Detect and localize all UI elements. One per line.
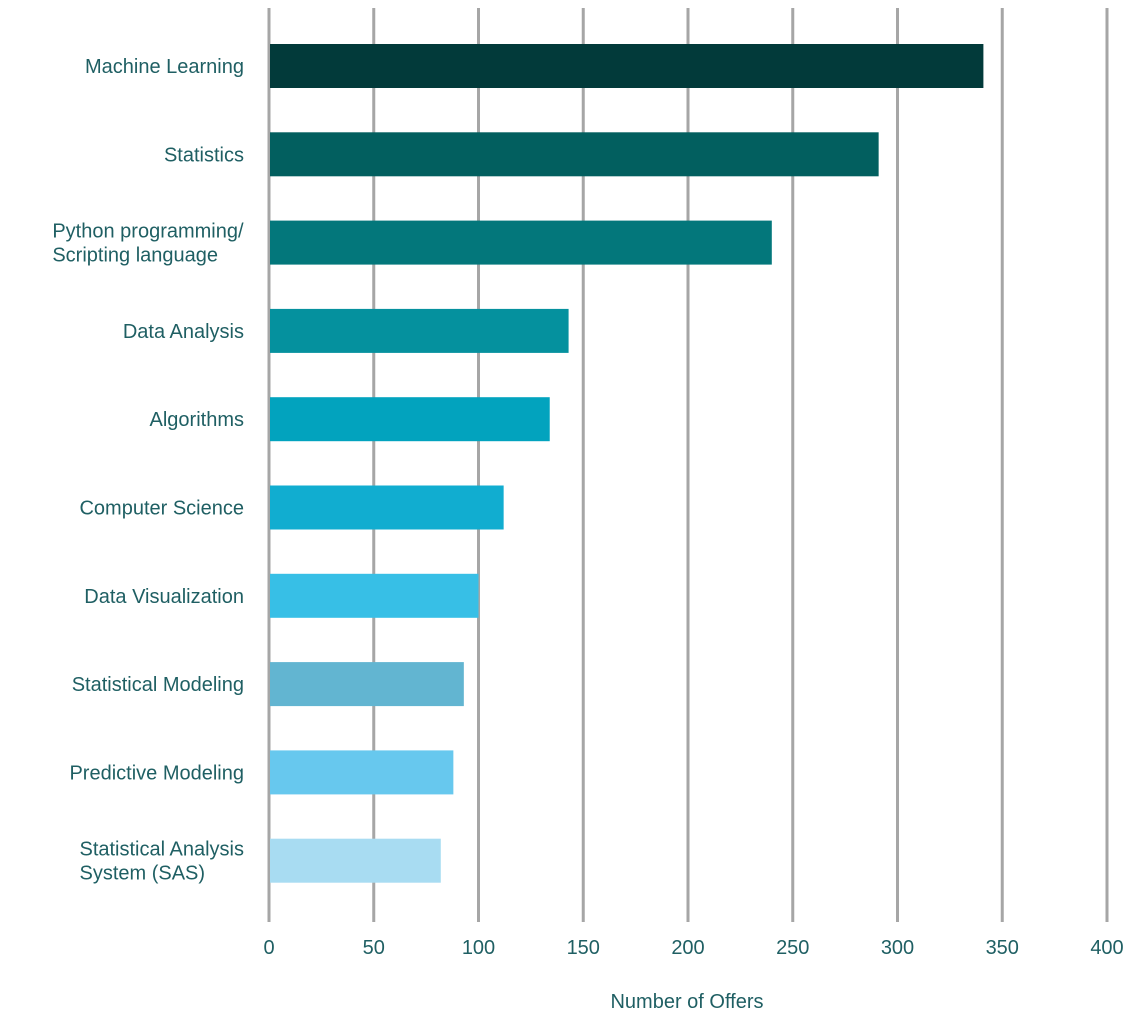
- bar: [270, 220, 772, 265]
- bar: [270, 308, 569, 353]
- x-tick-labels: 0 50 100 150 200 250 300 350 400: [263, 937, 1123, 959]
- x-axis-title: Number of Offers: [610, 991, 763, 1012]
- x-tick-label: 50: [363, 937, 385, 959]
- x-tick-label: 0: [263, 937, 274, 959]
- x-tick-label: 250: [776, 937, 809, 959]
- category-label-line: Computer Science: [79, 498, 244, 520]
- x-tick-label: 400: [1090, 937, 1123, 959]
- category-label: Algorithms: [150, 409, 244, 431]
- category-label: Predictive Modeling: [69, 762, 244, 784]
- x-tick-label: 150: [567, 937, 600, 959]
- bar: [270, 485, 504, 530]
- category-label-line: System (SAS): [79, 863, 205, 885]
- category-label-line: Data Visualization: [84, 586, 244, 608]
- category-label: Python programming/Scripting language: [52, 221, 244, 267]
- category-label-line: Predictive Modeling: [69, 762, 244, 784]
- bar: [270, 838, 441, 883]
- x-tick-label: 350: [986, 937, 1019, 959]
- category-label: Statistical Modeling: [72, 674, 244, 696]
- category-label-line: Machine Learning: [85, 56, 244, 78]
- x-tick-label: 200: [671, 937, 704, 959]
- category-labels: Machine Learning Statistics Python program…: [52, 56, 244, 885]
- category-label: Statistical Analysis System (SAS): [79, 839, 244, 885]
- category-label: Statistics: [164, 144, 244, 166]
- bar: [270, 573, 479, 618]
- category-label-line: Statistical Analysis: [79, 839, 244, 861]
- category-label-line: Statistical Modeling: [72, 674, 244, 696]
- category-label: Data Visualization: [84, 586, 244, 608]
- bar: [270, 44, 984, 88]
- x-tick-label: 100: [462, 937, 495, 959]
- category-label: Computer Science: [79, 498, 244, 520]
- category-label-line: Scripting language: [52, 245, 218, 267]
- category-label: Data Analysis: [123, 321, 244, 343]
- bar: [270, 397, 550, 442]
- bars: [270, 44, 984, 883]
- x-tick-label: 300: [881, 937, 914, 959]
- bar: [270, 132, 879, 177]
- category-label-line: Python programming/: [52, 221, 244, 243]
- category-label-line: Algorithms: [150, 409, 244, 431]
- bar: [270, 662, 464, 707]
- category-label-line: Statistics: [164, 144, 244, 166]
- bar: [270, 750, 454, 795]
- category-label: Machine Learning: [85, 56, 244, 78]
- category-label-line: Data Analysis: [123, 321, 244, 343]
